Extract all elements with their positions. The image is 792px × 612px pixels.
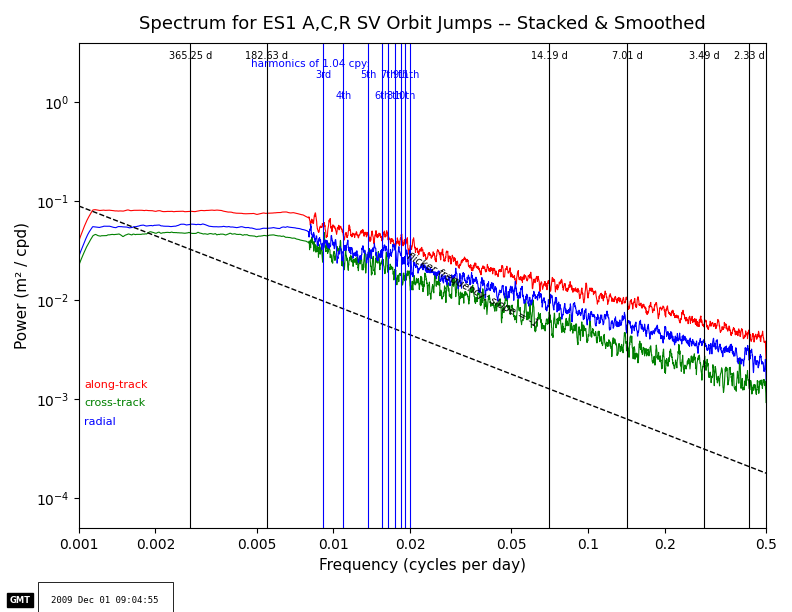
Text: flicker frequency; slope = -1: flicker frequency; slope = -1 <box>405 251 539 329</box>
Text: 7th: 7th <box>380 70 396 80</box>
Text: 2009 Dec 01 09:04:55: 2009 Dec 01 09:04:55 <box>51 595 159 605</box>
X-axis label: Frequency (cycles per day): Frequency (cycles per day) <box>319 558 526 572</box>
Title: Spectrum for ES1 A,C,R SV Orbit Jumps -- Stacked & Smoothed: Spectrum for ES1 A,C,R SV Orbit Jumps --… <box>139 15 706 33</box>
Text: 5th: 5th <box>360 70 376 80</box>
Text: GMT: GMT <box>10 595 31 605</box>
Text: 2.33 d: 2.33 d <box>734 51 764 61</box>
Text: cross-track: cross-track <box>84 398 146 408</box>
Text: 14.19 d: 14.19 d <box>531 51 568 61</box>
Text: 3rd: 3rd <box>315 70 331 80</box>
Text: 8th: 8th <box>386 91 403 101</box>
Text: 365.25 d: 365.25 d <box>169 51 212 61</box>
Text: 7.01 d: 7.01 d <box>612 51 643 61</box>
Text: along-track: along-track <box>84 380 147 390</box>
Text: 9th: 9th <box>392 70 409 80</box>
Text: 3.49 d: 3.49 d <box>689 51 720 61</box>
Y-axis label: Power (m² / cpd): Power (m² / cpd) <box>15 222 30 349</box>
Text: 4th: 4th <box>335 91 352 101</box>
Text: 10th: 10th <box>394 91 416 101</box>
Text: radial: radial <box>84 417 116 427</box>
Text: 182.63 d: 182.63 d <box>246 51 288 61</box>
Text: harmonics of 1.04 cpy:: harmonics of 1.04 cpy: <box>251 59 370 69</box>
Text: 11th: 11th <box>398 70 421 80</box>
Text: 6th: 6th <box>374 91 390 101</box>
